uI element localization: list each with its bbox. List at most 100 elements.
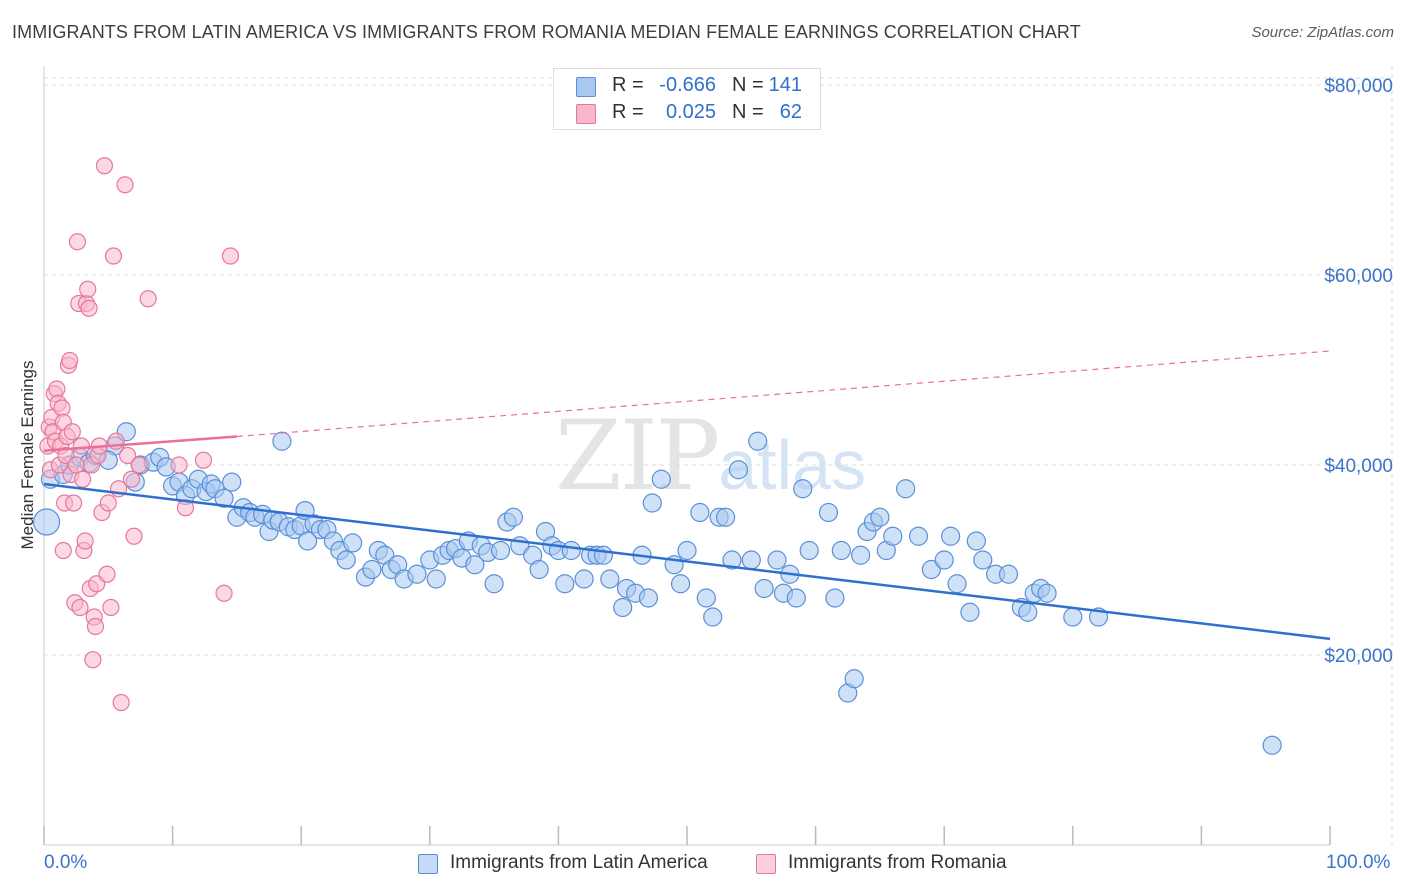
point-latin-america bbox=[851, 545, 871, 565]
point-romania bbox=[122, 470, 141, 488]
y-tick-label: $40,000 bbox=[1324, 456, 1393, 477]
point-latin-america bbox=[767, 550, 787, 570]
y-tick-label: $20,000 bbox=[1324, 646, 1393, 667]
point-latin-america bbox=[960, 602, 980, 622]
point-latin-america bbox=[728, 460, 749, 480]
point-romania bbox=[116, 176, 134, 194]
point-latin-america bbox=[947, 574, 967, 594]
point-romania bbox=[170, 456, 188, 474]
point-latin-america bbox=[642, 493, 662, 513]
point-latin-america bbox=[934, 550, 954, 570]
point-latin-america bbox=[973, 550, 993, 570]
point-latin-america bbox=[272, 431, 292, 451]
point-latin-america bbox=[484, 574, 504, 594]
point-romania bbox=[176, 499, 195, 517]
legend-n-value: 62 bbox=[779, 101, 802, 123]
point-latin-america bbox=[793, 479, 813, 499]
y-tick-labels: $20,000 $40,000 $60,000 $80,000 bbox=[1324, 76, 1393, 667]
point-romania bbox=[73, 470, 92, 488]
legend-r-value: -0.666 bbox=[659, 74, 716, 96]
point-latin-america bbox=[966, 531, 986, 551]
legend-n-value: 141 bbox=[768, 74, 802, 96]
point-latin-america bbox=[1063, 607, 1083, 627]
point-romania bbox=[194, 451, 213, 469]
point-latin-america bbox=[1037, 583, 1057, 603]
point-romania bbox=[76, 532, 94, 550]
trend-line-latin-america bbox=[43, 482, 1331, 641]
point-latin-america bbox=[561, 540, 581, 561]
bottom-legend-swatch-blue bbox=[418, 854, 438, 874]
point-latin-america bbox=[214, 488, 234, 508]
axes bbox=[43, 66, 1331, 846]
y-tick-label: $60,000 bbox=[1324, 266, 1393, 287]
point-romania bbox=[54, 541, 72, 560]
point-latin-america bbox=[908, 526, 929, 546]
point-latin-america bbox=[754, 578, 774, 599]
point-romania bbox=[98, 565, 116, 583]
point-latin-america bbox=[677, 540, 697, 561]
point-romania bbox=[118, 446, 137, 465]
point-latin-america bbox=[870, 507, 890, 527]
point-romania bbox=[61, 351, 79, 370]
point-romania bbox=[104, 247, 123, 265]
point-latin-america bbox=[670, 574, 691, 594]
point-romania bbox=[63, 423, 81, 441]
point-latin-america bbox=[555, 574, 575, 594]
bottom-legend-swatch-pink bbox=[756, 854, 776, 874]
point-latin-america bbox=[32, 508, 61, 536]
point-latin-america bbox=[825, 588, 845, 608]
point-latin-america bbox=[703, 607, 723, 627]
legend-n-label: N = bbox=[732, 101, 764, 123]
point-romania bbox=[79, 280, 97, 298]
point-latin-america bbox=[799, 540, 819, 561]
legend-r-value: 0.025 bbox=[665, 101, 716, 123]
bottom-legend-label: Immigrants from Romania bbox=[788, 852, 1007, 873]
trend-line-romania bbox=[43, 435, 237, 452]
x-axis-min-label: 0.0% bbox=[44, 852, 88, 873]
watermark: ZIPatlas bbox=[555, 400, 866, 512]
point-romania bbox=[221, 247, 240, 265]
legend-n-label: N = bbox=[732, 74, 764, 96]
chart-title: IMMIGRANTS FROM LATIN AMERICA VS IMMIGRA… bbox=[12, 22, 1081, 42]
legend-r-label: R = bbox=[612, 101, 644, 123]
legend-swatch-blue bbox=[576, 77, 596, 97]
point-romania bbox=[130, 456, 148, 474]
grid-lines bbox=[44, 66, 1393, 845]
point-latin-america bbox=[690, 502, 710, 523]
point-latin-america bbox=[998, 564, 1019, 584]
point-latin-america bbox=[465, 555, 485, 575]
point-romania bbox=[68, 233, 87, 251]
point-romania bbox=[112, 693, 130, 712]
point-latin-america bbox=[529, 559, 549, 580]
point-latin-america bbox=[426, 569, 446, 589]
point-latin-america bbox=[896, 479, 916, 499]
point-latin-america bbox=[638, 588, 659, 608]
correlation-legend: R = -0.666 N = 141 R = 0.025 N = 62 bbox=[553, 68, 821, 130]
point-latin-america bbox=[222, 472, 242, 492]
trend-lines bbox=[43, 350, 1331, 641]
point-latin-america bbox=[600, 569, 620, 589]
point-latin-america bbox=[503, 507, 523, 527]
point-latin-america bbox=[362, 559, 382, 580]
point-latin-america bbox=[741, 550, 761, 570]
point-romania bbox=[95, 157, 114, 175]
bottom-legend-label: Immigrants from Latin America bbox=[450, 852, 708, 873]
point-romania bbox=[125, 527, 143, 545]
point-latin-america bbox=[748, 431, 768, 451]
point-latin-america bbox=[844, 669, 864, 689]
point-romania bbox=[64, 494, 83, 512]
point-romania bbox=[215, 584, 233, 602]
point-latin-america bbox=[407, 564, 427, 584]
point-latin-america bbox=[715, 507, 736, 527]
point-latin-america bbox=[1018, 602, 1038, 622]
point-romania bbox=[48, 380, 66, 398]
point-latin-america bbox=[883, 526, 903, 546]
point-latin-america bbox=[651, 469, 671, 489]
series-latin-america-points bbox=[32, 422, 1282, 755]
point-latin-america bbox=[298, 531, 318, 551]
point-latin-america bbox=[343, 533, 363, 553]
watermark-zip: ZIP bbox=[555, 400, 720, 512]
trend-line-romania-extension bbox=[236, 350, 1331, 438]
point-latin-america bbox=[490, 540, 511, 561]
